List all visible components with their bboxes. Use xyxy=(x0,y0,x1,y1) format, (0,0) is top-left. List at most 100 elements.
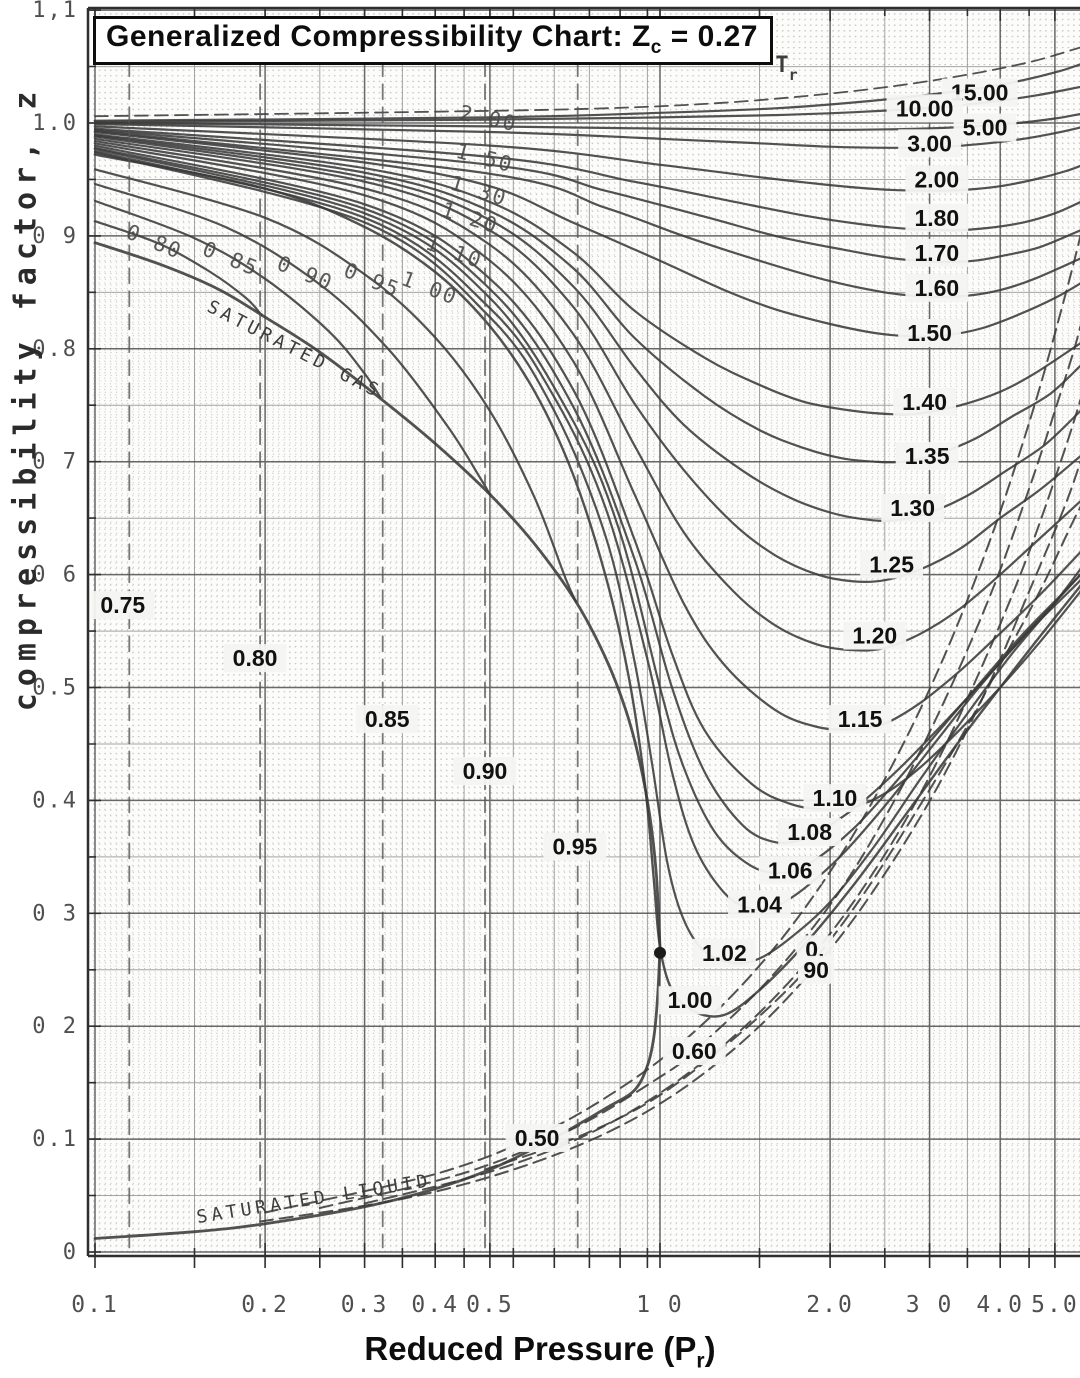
isotherm-curve-tr-0.80-vapor xyxy=(93,220,263,316)
isotherm-curve-tr-2.00 xyxy=(93,125,1080,192)
curve-label-0.85: 0.85 xyxy=(365,706,410,732)
curve-label-chip xyxy=(953,113,1017,142)
y-axis-title: compressibility factor, z xyxy=(8,84,44,712)
x-axis-title: Reduced Pressure (Pr) xyxy=(0,1330,1080,1374)
curve-label-0.80: 0.80 xyxy=(233,645,278,671)
curve-label-5.00: 5.00 xyxy=(963,115,1008,141)
isotherm-curve-tr-1.25 xyxy=(93,137,1080,584)
x-tick-label-3: 3 0 xyxy=(906,1292,954,1318)
curve-label-0.60: 0.60 xyxy=(672,1038,717,1064)
curve-label-1.40: 1.40 xyxy=(902,389,947,415)
chart-title-text: Generalized Compressibility Chart: Z xyxy=(106,20,651,53)
y-tick-label-0.9: 0 9 xyxy=(32,224,78,249)
curve-label-1.20: 1.20 xyxy=(852,623,897,649)
curve-label-1.10: 1.10 xyxy=(813,785,858,811)
isotherm-curve-tr-5.00 xyxy=(93,112,1080,132)
curve-label-0.75: 0.75 xyxy=(100,592,145,618)
curve-label-chip xyxy=(898,129,961,158)
grid-major xyxy=(88,8,1080,1256)
curve-label-2.00: 2.00 xyxy=(914,166,959,192)
x-tick-label-4: 4.0 xyxy=(976,1292,1024,1318)
isotherm-curve-tr-1.70 xyxy=(93,128,1080,264)
curve-label-1.04: 1.04 xyxy=(737,891,782,917)
isotherm-curve-tr-0.90-liquid xyxy=(484,506,1080,1171)
y-tick-label-0.3: 0 3 xyxy=(32,901,78,926)
y-tick-label-0.5: 0.5 xyxy=(32,676,78,701)
curve-label-1.06: 1.06 xyxy=(768,857,813,883)
y-tick-label-0.2: 0 2 xyxy=(32,1014,78,1039)
curve-label-chip xyxy=(505,1123,569,1152)
isotherm-curve-upper-envelope xyxy=(94,46,1080,118)
curve-label-chip xyxy=(223,644,287,673)
x-tick-label-0.3: 0.3 xyxy=(341,1292,389,1318)
chart-title: Generalized Compressibility Chart: Zc = … xyxy=(93,16,773,65)
x-tick-label-5: 5.0 xyxy=(1031,1292,1079,1318)
family-label-subscript: r xyxy=(789,66,798,84)
curve-label-chip xyxy=(905,238,969,267)
isotherm-curve-tr-1.02 xyxy=(93,151,1080,965)
chart-title-suffix: = 0.27 xyxy=(661,20,758,53)
curve-label-chip xyxy=(905,203,969,232)
curve-label-chip xyxy=(905,165,969,194)
plot-background xyxy=(88,8,1080,1256)
isotherm-curve-tr-1.15 xyxy=(93,142,1080,731)
curve-label-chip xyxy=(803,784,867,813)
curve-label-3.00: 3.00 xyxy=(907,130,952,156)
x-tick-label-0.2: 0.2 xyxy=(241,1292,289,1318)
curve-label-0.50: 0.50 xyxy=(515,1125,560,1151)
curve-label-chip xyxy=(895,442,959,471)
critical-point-marker xyxy=(654,946,666,959)
x-tick-label-0.4: 0.4 xyxy=(411,1292,459,1318)
curve-label-chip xyxy=(91,591,155,620)
y-tick-label-1: 1.0 xyxy=(32,111,78,136)
isotherm-curve-tr-3.00 xyxy=(93,123,1080,149)
isotherm-curve-tr-0.95-vapor xyxy=(93,168,578,603)
curve-label-chip xyxy=(828,705,892,734)
y-tick-label-0: 0 xyxy=(63,1240,78,1265)
curve-label-1.25: 1.25 xyxy=(869,551,914,577)
y-tick-label-0.4: 0.4 xyxy=(32,788,78,813)
isotherm-curve-saturated-gas xyxy=(93,241,662,949)
chart-title-subscript: c xyxy=(650,37,662,58)
x-axis-title-text: Reduced Pressure (P xyxy=(364,1330,697,1367)
curve-label-chip xyxy=(658,986,722,1015)
curve-label-chip xyxy=(898,318,961,347)
curve-label-1.30: 1.30 xyxy=(890,495,935,521)
curve-label-chip xyxy=(453,757,517,786)
y-tick-label-0.1: 0.1 xyxy=(32,1127,78,1152)
curve-label-1.50: 1.50 xyxy=(907,320,952,346)
isotherm-curve-tr-1.30 xyxy=(93,135,1080,522)
curve-label-1.60: 1.60 xyxy=(914,275,959,301)
y-tick-label-1.1: 1,1 xyxy=(32,0,78,23)
isotherm-curve-tr-1.04 xyxy=(93,150,1080,912)
curve-label-chip xyxy=(905,273,969,302)
curve-label-chip xyxy=(692,938,756,967)
y-tick-label-0.6: 0 6 xyxy=(32,563,78,588)
curve-label-0.90: 0.90 xyxy=(463,758,508,784)
curve-label-chip xyxy=(778,818,842,847)
isotherm-curve-tr-1.20 xyxy=(93,140,1080,652)
curve-label-chip xyxy=(728,890,791,919)
isotherm-curve-tr-1.80 xyxy=(93,127,1080,232)
isotherm-curve-tr-0.90-vapor xyxy=(93,182,491,496)
curve-label-chip xyxy=(886,94,963,123)
curve-label-1.80: 1.80 xyxy=(914,205,959,231)
curve-label-90: 90 xyxy=(803,957,829,983)
isotherm-curve-tr-1.40 xyxy=(93,133,1080,416)
isotherm-curve-tr-1.35 xyxy=(93,134,1080,464)
isotherm-curve-tr-15.00 xyxy=(93,63,1080,122)
x-tick-label-1: 1 0 xyxy=(636,1292,684,1318)
curve-label-chip xyxy=(355,705,419,734)
isotherm-curve-tr-1.00 xyxy=(93,153,1080,1018)
axis-tick-marks xyxy=(88,8,1056,1268)
curve-label-1.00: 1.00 xyxy=(668,987,713,1013)
isotherm-curve-tr-1.10 xyxy=(93,144,1080,811)
isotherm-curve-tr-1.06 xyxy=(93,147,1080,874)
curve-label-10.00: 10.00 xyxy=(896,95,954,121)
plot-frame xyxy=(86,6,1080,1258)
curve-label-1.02: 1.02 xyxy=(702,940,747,966)
x-tick-label-2: 2.0 xyxy=(806,1292,854,1318)
x-axis-title-suffix: ) xyxy=(704,1330,716,1367)
